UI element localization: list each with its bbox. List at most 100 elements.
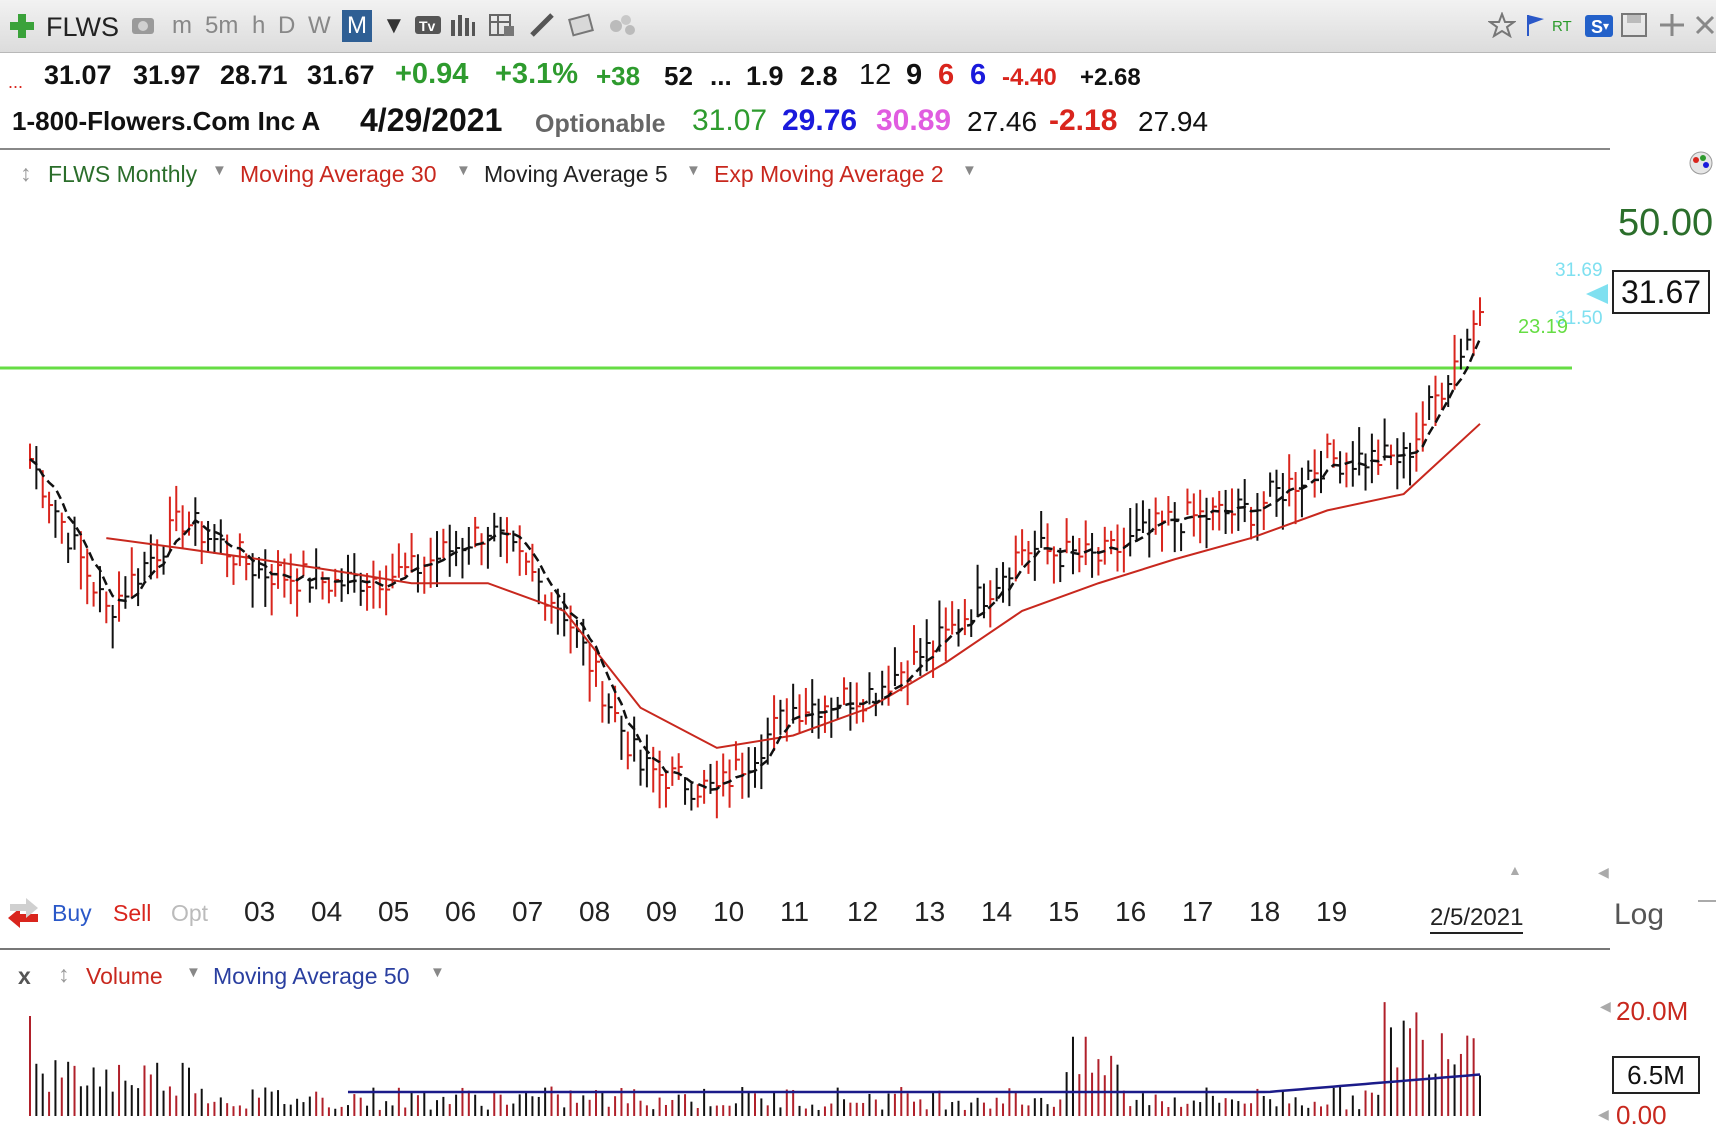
palette-icon[interactable] — [1688, 150, 1714, 181]
info-value-5: -2.18 — [1049, 104, 1118, 137]
chart-toolbar: FLWS m 5m h D W M ▼ Tv RT S ▾ — [0, 0, 1716, 53]
log-scale-toggle[interactable]: Log — [1614, 898, 1665, 931]
volume-chart[interactable] — [0, 990, 1610, 1120]
volume-dropdown-icon[interactable]: ▼ — [186, 964, 201, 981]
camera-icon[interactable] — [130, 12, 158, 38]
quote-ellipsis[interactable]: ... — [8, 72, 24, 92]
price-chart[interactable] — [0, 150, 1610, 880]
x-axis-year-07: 07 — [512, 896, 544, 927]
close-icon[interactable] — [1694, 12, 1716, 38]
volume-scroll-icon[interactable]: ◀ — [1600, 998, 1611, 1014]
scroll-up-arrow-icon[interactable]: ▲ — [1508, 862, 1522, 878]
more-tools-icon[interactable] — [608, 12, 636, 38]
volume-ma-line — [347, 1073, 1481, 1094]
volume-axis-zero: 0.00 — [1616, 1100, 1667, 1130]
x-axis-year-16: 16 — [1115, 896, 1147, 927]
x-axis-year-13: 13 — [914, 896, 946, 927]
price-legend: ↕ FLWS Monthly ▼ Moving Average 30 ▼ Mov… — [0, 158, 1610, 194]
volume-close-button[interactable]: x — [18, 963, 31, 989]
legend-ma5-dropdown-icon[interactable]: ▼ — [686, 162, 701, 179]
axis-label-top: 50.00 — [1618, 202, 1714, 244]
quote-open: 31.07 — [44, 60, 112, 90]
save-disk-icon[interactable] — [1620, 12, 1648, 38]
x-axis-year-11: 11 — [780, 896, 810, 927]
volume-scroll-left-icon[interactable]: ◀ — [1598, 1106, 1609, 1122]
reorder-handle-icon[interactable]: ↕ — [20, 160, 32, 186]
quote-stat-2: 52 — [664, 61, 693, 91]
timeframe-hour[interactable]: h — [252, 12, 266, 39]
notes-icon[interactable] — [568, 12, 596, 38]
quote-date: 4/29/2021 — [360, 102, 503, 138]
legend-series[interactable]: FLWS Monthly — [48, 161, 198, 187]
move-icon[interactable] — [1658, 12, 1686, 38]
quote-row: ... 31.07 31.97 28.71 31.67 +0.94 +3.1% … — [0, 54, 1716, 98]
axis-label-b: 31.50 — [1555, 308, 1603, 329]
timeframe-week[interactable]: W — [308, 12, 331, 39]
x-axis-year-19: 19 — [1316, 896, 1348, 927]
quote-stat-3: ... — [710, 61, 732, 91]
x-axis-year-10: 10 — [713, 896, 745, 927]
ma5-line — [29, 338, 1482, 791]
timeframe-dropdown-icon[interactable]: ▼ — [382, 12, 406, 39]
volume-ma-dropdown-icon[interactable]: ▼ — [430, 964, 445, 981]
quote-stat-9: 6 — [970, 59, 987, 91]
quote-stat-8: 6 — [938, 59, 955, 91]
volume-legend-ma[interactable]: Moving Average 50 — [213, 963, 410, 989]
add-study-icon[interactable] — [488, 12, 516, 38]
buy-button[interactable]: Buy — [52, 900, 92, 926]
quote-stat-1: +38 — [596, 61, 641, 91]
axis-label-a: 31.69 — [1555, 260, 1603, 281]
buy-sell-arrow-icon[interactable] — [6, 898, 40, 933]
quote-low: 28.71 — [220, 60, 288, 90]
draw-pencil-icon[interactable] — [528, 12, 556, 38]
quote-change-pct: +3.1% — [495, 58, 579, 90]
legend-ema2-dropdown-icon[interactable]: ▼ — [962, 162, 977, 179]
volume-legend: x ↕ Volume ▼ Moving Average 50 ▼ — [0, 960, 1610, 996]
svg-text:Tv: Tv — [419, 18, 436, 34]
x-axis-year-14: 14 — [981, 896, 1013, 927]
volume-reorder-icon[interactable]: ↕ — [58, 961, 70, 987]
timeframe-5-minute[interactable]: 5m — [205, 12, 239, 39]
info-row: 1-800-Flowers.Com Inc A 4/29/2021 Option… — [0, 98, 1716, 146]
timeframe-day[interactable]: D — [278, 12, 296, 39]
quote-stat-6: 12 — [859, 59, 892, 91]
legend-series-dropdown-icon[interactable]: ▼ — [212, 162, 227, 179]
legend-ma30-dropdown-icon[interactable]: ▼ — [456, 162, 471, 179]
info-value-4: 27.46 — [967, 106, 1038, 137]
timeframe-minute[interactable]: m — [172, 12, 192, 39]
options-button[interactable]: Opt — [171, 900, 209, 926]
flag-icon[interactable] — [1524, 12, 1552, 38]
favorite-star-icon[interactable] — [1486, 11, 1518, 39]
legend-ma30[interactable]: Moving Average 30 — [240, 161, 437, 187]
sell-button[interactable]: Sell — [113, 900, 152, 926]
legend-ma5[interactable]: Moving Average 5 — [484, 161, 668, 187]
ma30-line — [106, 423, 1481, 749]
x-axis-year-09: 09 — [646, 896, 678, 927]
bar-style-icon[interactable] — [448, 12, 476, 38]
legend-ema2[interactable]: Exp Moving Average 2 — [714, 161, 944, 187]
symbol-field[interactable]: FLWS — [46, 12, 119, 42]
volume-legend-series[interactable]: Volume — [86, 963, 163, 989]
link-s-icon[interactable]: S ▾ — [1584, 12, 1613, 38]
scroll-left-arrow-icon[interactable]: ◀ — [1598, 864, 1609, 880]
current-price-marker-icon — [1586, 284, 1608, 304]
info-value-3: 30.89 — [876, 104, 952, 137]
volume-separator — [0, 948, 1610, 950]
timeframe-month-active[interactable]: M — [342, 10, 372, 42]
company-name: 1-800-Flowers.Com Inc A — [12, 106, 321, 136]
x-axis-year-18: 18 — [1249, 896, 1281, 927]
x-axis-year-04: 04 — [311, 896, 343, 927]
svg-text:▾: ▾ — [1603, 19, 1609, 33]
x-axis-date[interactable]: 2/5/2021 — [1430, 904, 1524, 934]
current-price-box: 31.67 — [1612, 270, 1710, 314]
info-value-1: 31.07 — [692, 104, 768, 137]
volume-bars — [29, 1002, 1481, 1116]
axis-menu-icon[interactable] — [1698, 900, 1716, 902]
add-symbol-icon[interactable] — [8, 12, 36, 38]
x-axis-year-12: 12 — [847, 896, 879, 927]
x-axis-year-03: 03 — [244, 896, 276, 927]
chart-type-icon[interactable]: Tv — [414, 12, 442, 38]
x-axis-year-17: 17 — [1182, 896, 1214, 927]
info-value-6: 27.94 — [1138, 106, 1209, 137]
volume-current-box: 6.5M — [1612, 1056, 1700, 1094]
